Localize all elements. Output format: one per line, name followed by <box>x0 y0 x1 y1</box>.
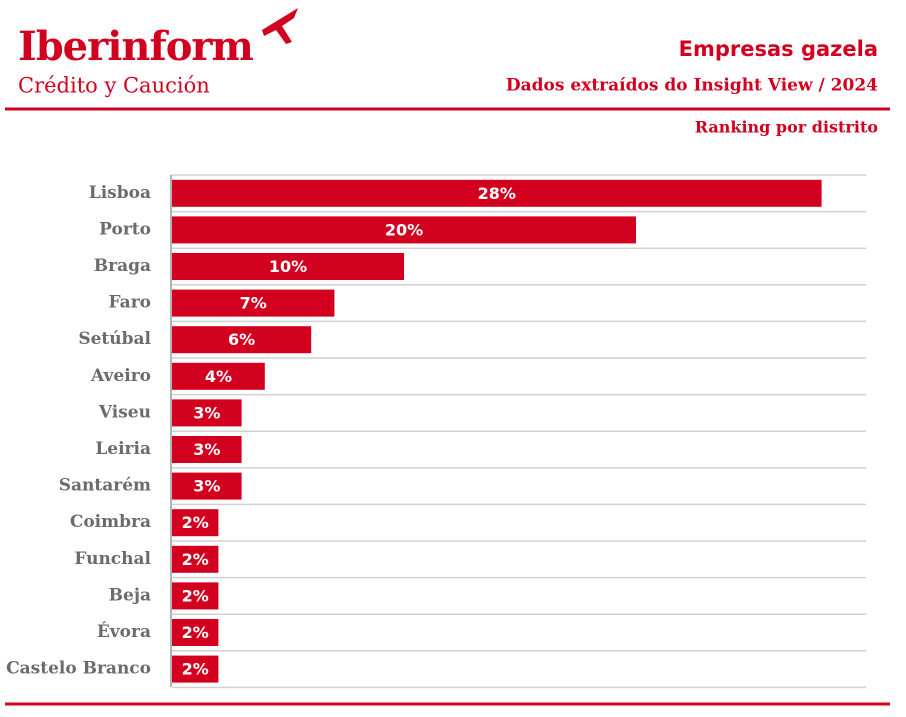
value-label: 4% <box>205 367 232 386</box>
bar <box>172 619 219 646</box>
value-label: 2% <box>182 513 209 532</box>
bar <box>172 179 822 207</box>
value-label: 3% <box>193 403 220 422</box>
category-label: Setúbal <box>78 329 151 349</box>
category-label: Santarém <box>59 476 151 496</box>
bar <box>172 253 404 280</box>
value-label: 7% <box>240 294 267 313</box>
logo-plane <box>262 8 298 44</box>
bar <box>172 582 219 610</box>
bar <box>172 362 265 390</box>
category-label: Beja <box>109 585 151 605</box>
value-label: 2% <box>182 550 209 569</box>
category-label: Castelo Branco <box>6 659 151 679</box>
bar <box>172 545 219 573</box>
value-label: 2% <box>182 660 209 679</box>
value-label: 2% <box>182 586 209 605</box>
category-label: Viseu <box>98 402 151 422</box>
value-label: 20% <box>385 220 423 239</box>
category-label: Évora <box>97 621 151 642</box>
value-label: 28% <box>478 184 516 203</box>
bar <box>172 399 242 427</box>
category-label: Funchal <box>74 549 151 569</box>
bar <box>172 216 636 244</box>
value-label: 2% <box>182 623 209 642</box>
category-label: Lisboa <box>89 183 151 203</box>
category-label: Coimbra <box>70 512 151 532</box>
value-label: 6% <box>228 330 255 349</box>
chart-subtitle: Dados extraídos do Insight View / 2024 <box>506 76 878 96</box>
category-label: Porto <box>99 219 151 239</box>
annotation: Ranking por distrito <box>695 118 879 137</box>
bar <box>172 472 242 500</box>
category-label: Leiria <box>95 439 151 459</box>
value-label: 3% <box>193 440 220 459</box>
value-label: 3% <box>193 477 220 496</box>
bar <box>172 436 242 463</box>
value-label: 10% <box>269 257 307 276</box>
bar <box>172 655 219 683</box>
category-label: Faro <box>109 293 151 313</box>
logo-name: Iberinform <box>18 23 253 70</box>
logo-tagline: Crédito y Caución <box>18 74 210 98</box>
bar <box>172 289 335 317</box>
category-label: Braga <box>94 256 151 276</box>
chart-title: Empresas gazela <box>679 37 878 61</box>
category-label: Aveiro <box>90 366 151 386</box>
bar <box>172 509 219 537</box>
bar <box>172 326 312 354</box>
